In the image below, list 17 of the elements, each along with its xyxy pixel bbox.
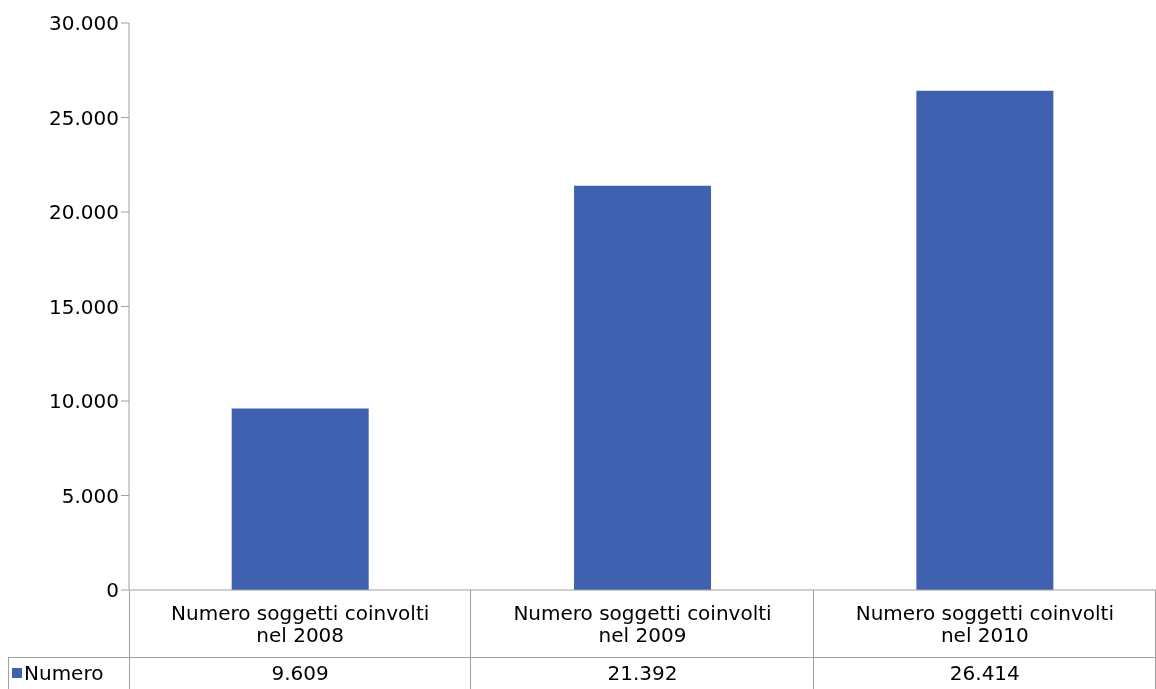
legend-label: Numero	[24, 661, 104, 685]
bar	[231, 408, 369, 590]
data-label: 9.609	[270, 661, 330, 685]
y-tick-label: 10.000	[49, 389, 119, 414]
bar	[574, 185, 712, 590]
y-tick-label: 30.000	[49, 11, 119, 36]
y-tick-label: 5.000	[61, 483, 119, 508]
data-label: 21.392	[606, 661, 679, 685]
x-tick-label: Numero soggetti coinvolti nel 2009	[513, 601, 772, 647]
data-label: 26.414	[948, 661, 1021, 685]
bar	[916, 90, 1054, 590]
y-tick-label: 15.000	[49, 294, 119, 319]
y-tick-label: 25.000	[49, 105, 119, 130]
y-tick-label: 0	[106, 578, 119, 603]
x-tick-label: Numero soggetti coinvolti nel 2010	[855, 601, 1114, 647]
y-tick-label: 20.000	[49, 200, 119, 225]
x-tick-label: Numero soggetti coinvolti nel 2008	[171, 601, 430, 647]
